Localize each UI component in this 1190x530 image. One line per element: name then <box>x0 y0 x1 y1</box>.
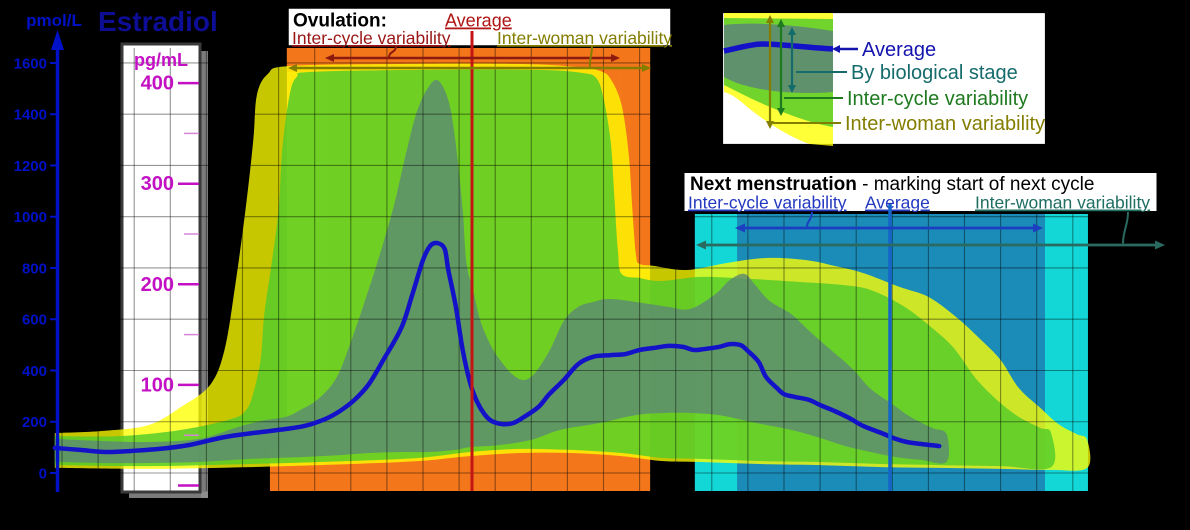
pmol-axis-arrowhead-icon <box>51 30 64 50</box>
menstruation-box-frame <box>682 171 1159 213</box>
arrowhead-icon <box>611 54 620 62</box>
arrowhead-icon <box>642 64 651 72</box>
legend-stage-band <box>724 23 833 94</box>
legend-arrowheads <box>766 15 796 129</box>
pg-axis-label: pg/mL <box>134 50 188 70</box>
legend-mini-chart <box>723 13 834 146</box>
pg-axis-ticks: 400 300 200 100 <box>141 73 199 487</box>
range-arrows <box>288 45 1165 250</box>
arrowhead-icon <box>735 223 745 233</box>
arrowhead-icon <box>1033 223 1043 233</box>
average-line <box>52 240 942 455</box>
pmol-tick-label: 1200 <box>14 158 47 175</box>
brace-connector <box>1122 211 1129 244</box>
ovulation-inter-cycle-label: Inter-cycle variability <box>292 28 451 48</box>
arrowhead-icon <box>288 64 297 72</box>
brace-connector <box>588 45 593 67</box>
grid-lines <box>55 48 1110 491</box>
pmol-tick-label: 1000 <box>14 209 47 226</box>
legend-connectors <box>773 45 858 124</box>
arrowhead-icon <box>777 108 785 116</box>
legend-box: Average By biological stage Inter-cycle … <box>720 10 1048 147</box>
pmol-tick-label: 1600 <box>14 55 47 72</box>
ovulation-inter-woman-label: Inter-woman variability <box>497 28 672 48</box>
menstruation-title-bold: Next menstruation <box>690 174 857 195</box>
average-line-group <box>52 240 942 455</box>
pg-box-shadow-right <box>201 51 208 498</box>
legend-average-label: Average <box>862 39 936 61</box>
pmol-axis: 1600 1400 1200 1000 800 600 400 200 0 <box>14 30 64 492</box>
menstruation-title-rest: - marking start of next cycle <box>857 174 1095 195</box>
menstruation-label-box: Next menstruation - marking start of nex… <box>682 171 1159 213</box>
pmol-tick-label: 400 <box>22 363 47 380</box>
pg-tick-label: 100 <box>141 374 174 396</box>
pg-box-shadow-bottom <box>129 492 208 498</box>
arrowhead-icon <box>766 15 774 23</box>
left-arrow-icon <box>832 45 840 53</box>
legend-stage-label: By biological stage <box>851 62 1018 84</box>
legend-inter-cycle-label: Inter-cycle variability <box>847 88 1028 110</box>
pmol-tick-label: 800 <box>22 260 47 277</box>
arrowhead-icon <box>788 27 796 35</box>
pmol-axis-label: pmol/L <box>26 11 82 30</box>
ovulation-box-frame <box>286 6 673 48</box>
page-title: Estradiol <box>98 6 218 37</box>
arrowhead-icon <box>777 19 785 27</box>
arrowhead-icon <box>788 85 796 93</box>
arrowhead-icon <box>1155 240 1165 250</box>
brace-connector <box>388 45 397 58</box>
pmol-tick-label: 600 <box>22 312 47 329</box>
menstruation-inter-cycle-label: Inter-cycle variability <box>688 193 847 213</box>
pmol-tick-label: 1400 <box>14 107 47 124</box>
ovulation-average-label: Average <box>445 11 512 31</box>
brace-connector <box>806 211 813 227</box>
pg-tick-label: 300 <box>141 173 174 195</box>
arrowhead-icon <box>325 54 334 62</box>
menstruation-inter-woman-label: Inter-woman variability <box>975 193 1150 213</box>
legend-arrows <box>768 21 794 123</box>
arrowhead-icon <box>696 240 706 250</box>
menstruation-average-label: Average <box>865 193 930 213</box>
ovulation-title: Ovulation: <box>293 11 387 32</box>
pmol-tick-label: 200 <box>22 414 47 431</box>
pmol-axis-ticks: 1600 1400 1200 1000 800 600 400 200 0 <box>14 55 58 483</box>
arrowhead-icon <box>766 121 774 129</box>
legend-average-line <box>723 41 834 54</box>
variability-bands <box>54 63 1091 471</box>
biological-stage-band <box>54 79 950 464</box>
ovulation-label-box: Ovulation: Average Inter-cycle variabili… <box>286 6 673 48</box>
pmol-tick-label: 0 <box>39 466 47 483</box>
menstruation-title: Next menstruation - marking start of nex… <box>690 174 1094 195</box>
legend-inter-woman-label: Inter-woman variability <box>845 113 1045 135</box>
pg-tick-label: 400 <box>141 73 174 95</box>
pg-tick-label: 200 <box>141 274 174 296</box>
